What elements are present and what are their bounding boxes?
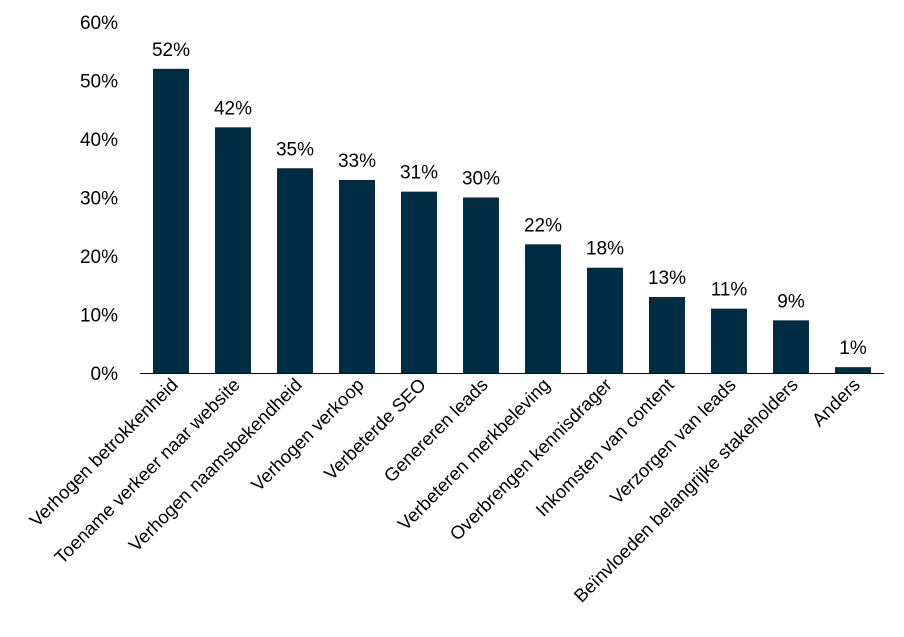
data-label: 18% — [586, 239, 624, 260]
bar — [649, 296, 685, 373]
bar — [525, 244, 561, 373]
y-tick-label: 30% — [80, 189, 118, 210]
bar — [277, 168, 313, 373]
y-tick-label: 20% — [80, 247, 118, 268]
data-label: 31% — [400, 163, 438, 184]
bar — [215, 127, 251, 373]
data-label: 13% — [648, 268, 686, 289]
data-label: 42% — [214, 98, 252, 119]
bar — [339, 179, 375, 373]
category-label: Verhogen verkoop — [247, 374, 368, 495]
data-label: 52% — [152, 40, 190, 61]
category-label: Anders — [808, 374, 864, 430]
data-label: 11% — [711, 280, 748, 301]
data-label: 35% — [276, 139, 314, 160]
bar — [463, 197, 499, 373]
data-label: 30% — [462, 169, 500, 190]
data-label: 9% — [777, 291, 805, 312]
bar — [587, 267, 623, 373]
data-label: 22% — [524, 215, 562, 236]
y-axis-ticks: 0% 10% 20% 30% 40% 50% 60% — [80, 13, 118, 385]
data-labels: 52% 42% 35% 33% 31% 30% 22% 18% 13% 11% 9% 1% — [152, 40, 867, 359]
y-tick-label: 50% — [80, 72, 118, 93]
y-tick-label: 10% — [80, 306, 118, 327]
data-label: 33% — [338, 151, 376, 172]
y-tick-label: 0% — [91, 364, 119, 385]
y-tick-label: 60% — [80, 13, 118, 34]
bar — [835, 367, 871, 373]
bar — [773, 320, 809, 373]
bar — [153, 68, 189, 374]
category-label: Genereren leads — [380, 374, 492, 486]
bars — [153, 68, 871, 374]
category-label: Beïnvloeden belangrijke stakeholders — [570, 374, 802, 606]
bar — [401, 191, 437, 373]
y-tick-label: 40% — [80, 130, 118, 151]
bar — [711, 308, 747, 373]
data-label: 1% — [839, 338, 867, 359]
